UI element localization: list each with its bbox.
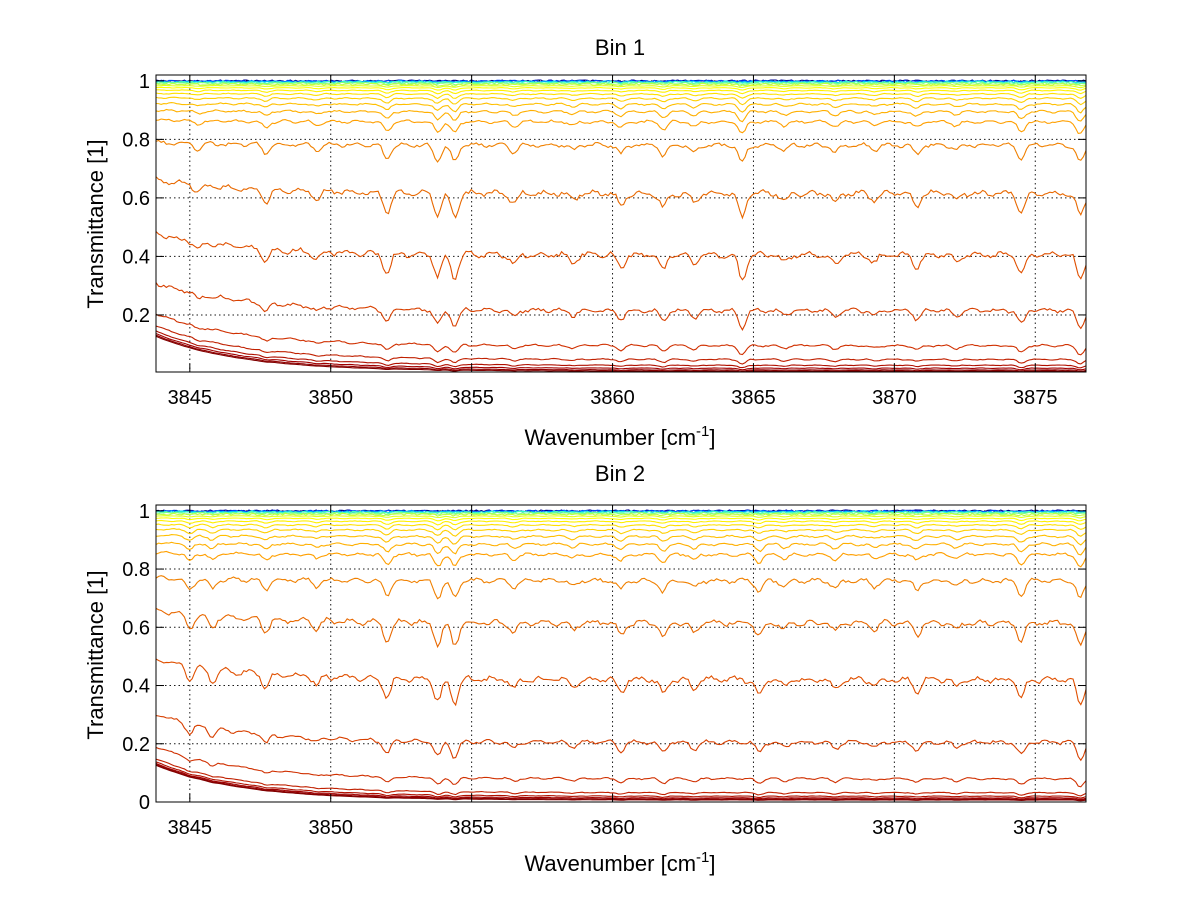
- plot-background: [156, 75, 1086, 372]
- series-line: [156, 335, 1086, 372]
- panel-bin-1: Bin 1 3845 3850 3855 3860 3865 3870 3875 0.2 0.4…: [83, 35, 1087, 450]
- series-group: [156, 509, 1086, 802]
- chart-title: Bin 2: [595, 461, 645, 486]
- series-line: [156, 108, 1086, 123]
- series-line: [156, 510, 1086, 514]
- series-line: [156, 515, 1086, 519]
- series-line: [156, 761, 1086, 799]
- x-tick-label: 3855: [449, 387, 494, 409]
- plot-area: 3845 3850 3855 3860 3865 3870 3875 0 0.2 0.4 0.6 0.…: [122, 501, 1087, 839]
- series-line: [156, 89, 1086, 95]
- series-line: [156, 541, 1086, 556]
- series-line: [156, 519, 1086, 526]
- panel-bin-2: Bin 2 3845 3850 3855 3860 3865 3870 3875 0 0.2 0.…: [83, 461, 1087, 876]
- x-axis-label: Wavenumber [cm-1]: [524, 423, 715, 450]
- y-tick-label: 0.4: [122, 676, 150, 698]
- series-line: [156, 509, 1086, 513]
- series-line: [156, 512, 1086, 517]
- y-tick-label: 0: [139, 792, 150, 814]
- y-tick-label: 0.8: [122, 559, 150, 581]
- x-axis-label: Wavenumber [cm-1]: [524, 849, 715, 876]
- series-line: [156, 764, 1086, 802]
- series-line: [156, 758, 1086, 797]
- series-line: [156, 82, 1086, 87]
- x-tick-label: 3875: [1013, 817, 1058, 839]
- series-line: [156, 658, 1086, 707]
- series-line: [156, 282, 1086, 331]
- chart-title: Bin 1: [595, 35, 645, 60]
- series-line: [156, 176, 1086, 220]
- series-line: [156, 528, 1086, 537]
- x-tick-label: 3855: [449, 817, 494, 839]
- series-line: [156, 313, 1086, 356]
- series-line: [156, 762, 1086, 800]
- x-tick-label: 3845: [168, 387, 213, 409]
- y-tick-label: 0.6: [122, 617, 150, 639]
- axis-frame: [155, 74, 1087, 373]
- series-line: [156, 763, 1086, 801]
- series-line: [156, 96, 1086, 106]
- series-line: [156, 517, 1086, 522]
- axis-frame: [155, 504, 1087, 803]
- x-tick-label: 3870: [872, 817, 917, 839]
- series-line: [156, 575, 1086, 600]
- y-tick-label: 0.6: [122, 188, 150, 210]
- y-tick-label: 1: [139, 501, 150, 523]
- series-line: [156, 102, 1086, 114]
- series-line: [156, 332, 1086, 371]
- series-line: [156, 511, 1086, 515]
- x-tick-label: 3845: [168, 817, 213, 839]
- y-tick-label: 0.2: [122, 305, 150, 327]
- series-line: [156, 330, 1086, 369]
- series-line: [156, 746, 1086, 788]
- series-line: [156, 534, 1086, 546]
- series-line: [156, 80, 1086, 84]
- x-tick-label: 3865: [731, 387, 776, 409]
- series-line: [156, 231, 1086, 281]
- y-axis-label: Transmittance [1]: [83, 570, 108, 739]
- series-line: [156, 118, 1086, 135]
- y-tick-label: 0.8: [122, 129, 150, 151]
- series-line: [156, 79, 1086, 83]
- series-line: [156, 139, 1086, 163]
- y-tick-label: 0.2: [122, 734, 150, 756]
- series-line: [156, 325, 1086, 365]
- x-tick-label: 3850: [308, 817, 353, 839]
- series-group: [156, 79, 1086, 372]
- series-line: [156, 84, 1086, 89]
- series-line: [156, 334, 1086, 372]
- series-line: [156, 92, 1086, 100]
- series-line: [156, 550, 1086, 568]
- series-line: [156, 86, 1086, 91]
- series-line: [156, 81, 1086, 86]
- x-tick-label: 3870: [872, 387, 917, 409]
- x-tick-label: 3850: [308, 387, 353, 409]
- y-tick-label: 0.4: [122, 246, 150, 268]
- plot-area: 3845 3850 3855 3860 3865 3870 3875 0.2 0.4 0.6 0.8…: [122, 71, 1087, 409]
- x-tick-label: 3860: [590, 817, 635, 839]
- y-axis-label: Transmittance [1]: [83, 139, 108, 308]
- series-line: [156, 607, 1086, 649]
- x-tick-label: 3860: [590, 387, 635, 409]
- x-tick-label: 3875: [1013, 387, 1058, 409]
- series-line: [156, 715, 1086, 762]
- y-tick-label: 1: [139, 71, 150, 93]
- series-line: [156, 523, 1086, 531]
- x-tick-label: 3865: [731, 817, 776, 839]
